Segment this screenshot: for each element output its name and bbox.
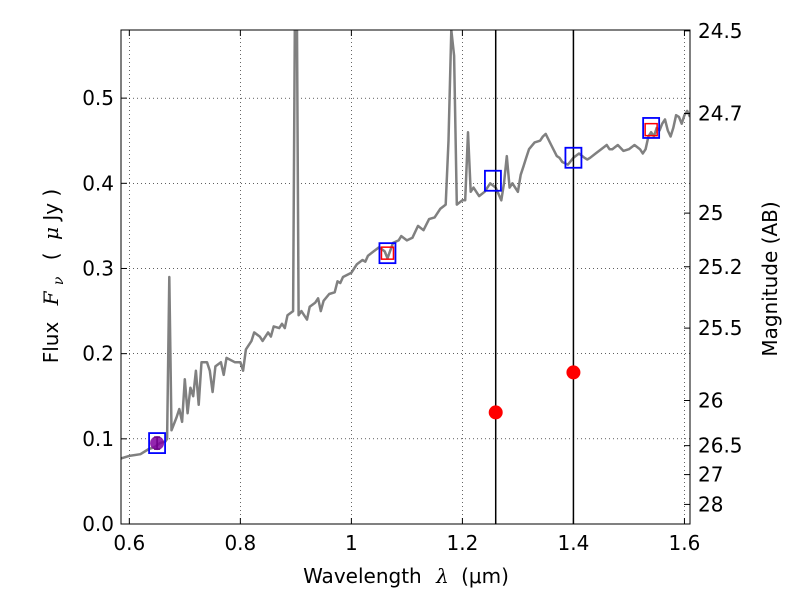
photometry-points	[148, 117, 661, 454]
x-tick-label: 0.8	[224, 531, 256, 555]
grid-lines	[121, 30, 690, 525]
photometry-point	[488, 405, 503, 420]
x-axis-ticks: 0.6 0.8 1 1.2 1.4 1.6	[113, 30, 700, 555]
y-tick-label: 0.3	[82, 256, 114, 280]
y2-tick-label: 28	[698, 492, 723, 516]
y2-tick-label: 26.5	[698, 434, 743, 458]
vertical-lines	[494, 30, 575, 524]
y2-tick-label: 25.2	[698, 255, 743, 279]
spectrum-series	[121, 30, 690, 460]
y2-tick-label: 25	[698, 201, 723, 225]
model-synthetic-marker	[484, 169, 502, 192]
model-synthetic-marker	[378, 242, 397, 265]
y2-tick-label: 25.5	[698, 316, 743, 340]
photometry-point	[150, 436, 165, 451]
y-tick-label: 0.5	[82, 86, 114, 110]
model-synthetic-marker	[564, 146, 583, 169]
y2-tick-label: 24.7	[698, 101, 743, 125]
spectrum-line	[121, 30, 690, 460]
y2-axis-ticks: 24.5 24.7 25 25.2 25.5 26 26.5 27 28	[684, 19, 743, 516]
y-axis-ticks: 0.0 0.1 0.2 0.3 0.4 0.5	[82, 86, 127, 536]
y2-axis-label: Magnitude (AB)	[758, 201, 782, 356]
x-axis-label: Wavelength λ (μm)	[303, 564, 509, 588]
plot-frame	[120, 29, 691, 525]
x-tick-label: 1.6	[669, 531, 701, 555]
y-tick-label: 0.0	[82, 512, 114, 536]
x-tick-label: 1.2	[446, 531, 478, 555]
model-synthetic-marker	[642, 117, 661, 139]
x-tick-label: 1.4	[558, 531, 590, 555]
x-tick-label: 1	[345, 531, 358, 555]
y2-tick-label: 26	[698, 389, 723, 413]
y2-tick-label: 24.5	[698, 19, 743, 43]
model-inner-marker	[644, 122, 658, 137]
photometry-point	[566, 365, 581, 380]
model-synthetic-marker	[148, 432, 166, 454]
y-tick-label: 0.4	[82, 171, 114, 195]
x-tick-label: 0.6	[113, 531, 145, 555]
y-axis-label: Flux F ν ( μ Jy )	[39, 189, 68, 364]
y2-tick-label: 27	[698, 463, 723, 487]
y-tick-label: 0.2	[82, 342, 114, 366]
model-inner-marker	[380, 246, 395, 260]
y-tick-label: 0.1	[82, 427, 114, 451]
